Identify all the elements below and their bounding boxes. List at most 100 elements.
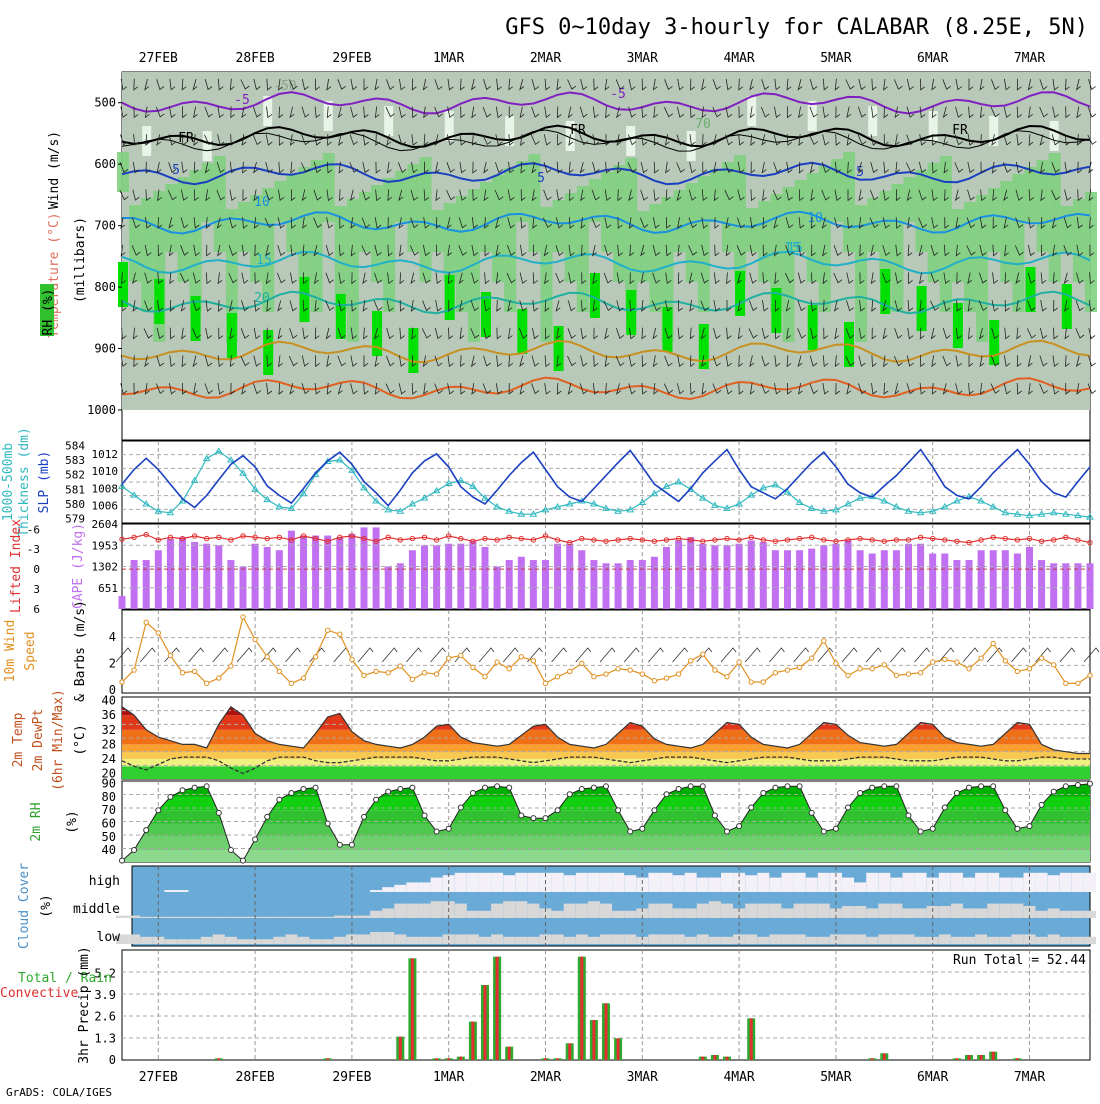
contour-label: -5 [610, 87, 626, 102]
cloud-cover-bar [551, 934, 564, 944]
thickness-point [795, 498, 804, 505]
cape-bar [650, 556, 658, 609]
rh2m-point [784, 783, 791, 790]
rh-mid-blob [1036, 160, 1049, 252]
wind-barb [326, 217, 334, 229]
wind10-barb [1083, 647, 1100, 663]
lifted-index-point [845, 537, 851, 543]
wind-barb [119, 189, 129, 201]
wind-barb [1028, 383, 1033, 395]
wind-barb [677, 244, 683, 257]
rh2m-tick-label: 50 [102, 830, 116, 844]
wind-barb [422, 78, 428, 91]
minmax-axis-label: (6hr Min/Max) [51, 689, 66, 791]
wind-barb [362, 134, 370, 146]
thickness-point [166, 508, 175, 516]
wind-barb [1016, 355, 1022, 368]
wind-barb [714, 244, 720, 257]
wind-barb [302, 244, 308, 257]
cloud-cover-bar [999, 903, 1012, 918]
wind-barb [726, 300, 732, 312]
wind10-point [796, 664, 803, 671]
wind-barb [121, 272, 126, 285]
cloud-cover-bar [805, 936, 818, 944]
wind-barb [725, 383, 733, 395]
rh2m-point [264, 813, 271, 820]
cloud-cover-bar [684, 872, 697, 892]
thickness-tick-label: 582 [65, 469, 85, 482]
wind-barb [774, 106, 781, 119]
wind-barb [701, 106, 707, 119]
wind-barb [1016, 134, 1023, 146]
wind-barb [604, 78, 610, 91]
thickness-point [529, 510, 538, 517]
wind-barb [435, 217, 441, 229]
rh2m-point [191, 784, 198, 791]
wind-barb [641, 382, 647, 395]
wind-barb [617, 189, 623, 202]
wind-barb [168, 217, 174, 229]
lifted-index-point [942, 537, 948, 543]
wind-barb [411, 382, 417, 395]
cloud-cover-bar [600, 903, 612, 918]
wind-barb [531, 189, 537, 202]
wind-barb [519, 300, 528, 312]
wind-barb [192, 272, 201, 284]
wind-barb [508, 161, 515, 174]
wind-barb [882, 300, 888, 312]
wind-barb [761, 79, 770, 91]
date-label-bottom: 27FEB [139, 1070, 178, 1085]
wind-barb [568, 272, 576, 284]
rh-bright-blob [444, 275, 455, 320]
wind-barb [690, 382, 696, 395]
wind-barb [652, 327, 658, 340]
rh-bright-blob [263, 330, 274, 375]
lifted-index-point [893, 537, 900, 543]
wind-barb [798, 383, 803, 395]
footer-credit: GrADS: COLA/IGES [6, 1086, 112, 1099]
wind-barb [666, 217, 671, 229]
precip-convective-bar [616, 1038, 620, 1060]
thickness-point [432, 486, 441, 494]
wind-barb [809, 78, 818, 91]
wind-barb [579, 134, 588, 146]
cloud-cover-bar [975, 908, 988, 918]
cloud-cover-bar [600, 934, 612, 944]
wind10-point [784, 667, 791, 673]
lifted-index-point [917, 534, 924, 540]
cloud-cover-bar [902, 934, 915, 944]
wind-barb [895, 217, 901, 229]
precip-convective-bar [701, 1056, 705, 1060]
wind-barb [919, 272, 924, 285]
cloud-cover-bar [333, 915, 346, 918]
wind-barb [556, 327, 561, 340]
cape-bar [263, 546, 271, 609]
wind-barb [120, 134, 128, 146]
rh-light-blob [323, 101, 333, 131]
rh-band [122, 823, 1090, 837]
wind-barb [990, 106, 1000, 118]
rh-mid-blob [697, 176, 710, 312]
wind-barb [496, 78, 502, 91]
wind10-point [482, 674, 488, 680]
rh2m-point [421, 812, 428, 819]
cloud-cover-bar [587, 872, 600, 892]
wind-barb [265, 244, 271, 257]
wind-barb [484, 217, 489, 229]
cloud-cover-bar [684, 936, 697, 944]
cape-bar [203, 543, 211, 609]
cloud-cover-bar [1084, 936, 1096, 944]
wind-barb [895, 244, 902, 257]
wind-barb [169, 327, 175, 340]
wind-barb [349, 189, 355, 202]
rh2m-unit-label: (%) [65, 810, 80, 833]
date-label-bottom: 6MAR [917, 1070, 948, 1085]
precip-convective-bar [870, 1058, 874, 1060]
wind-barb [1016, 161, 1023, 174]
slp-axis-label: SLP (mb) [37, 451, 52, 514]
wind-barb [579, 383, 588, 395]
wind-barb [471, 244, 479, 257]
wind-barb [641, 106, 647, 119]
thickness-point [1037, 510, 1046, 517]
precip-run-total: Run Total = 52.44 [953, 953, 1086, 968]
